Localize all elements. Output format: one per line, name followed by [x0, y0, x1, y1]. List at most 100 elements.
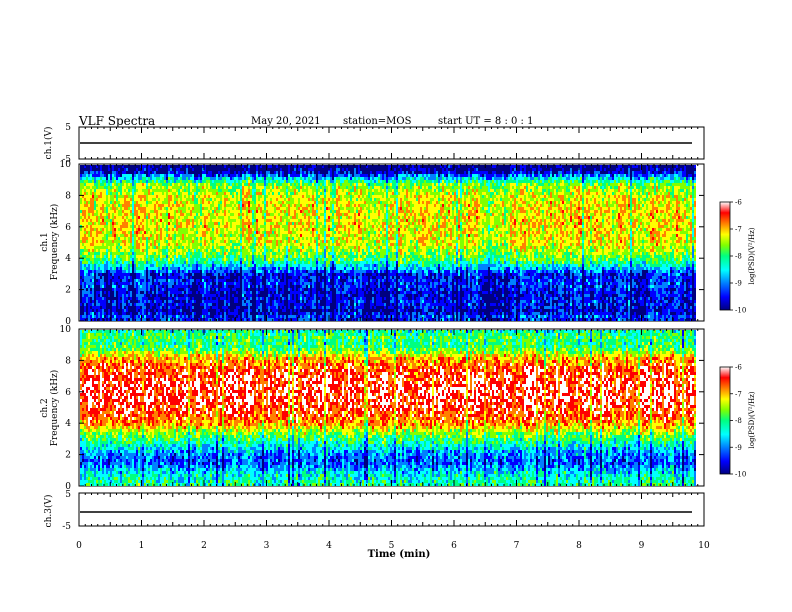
- spectrogram-cell: [86, 267, 88, 270]
- spectrogram-cell: [114, 267, 116, 270]
- spectrogram-cell: [90, 303, 92, 306]
- spectrogram-cell: [94, 258, 96, 261]
- spectrogram-cell: [90, 315, 92, 318]
- spectrogram-cell: [82, 267, 84, 270]
- spectrogram-cell: [98, 222, 100, 225]
- spectrogram-cell: [96, 198, 98, 201]
- spectrogram-cell: [82, 297, 84, 300]
- spectrogram-cell: [110, 312, 112, 315]
- spectrogram-cell: [106, 246, 108, 249]
- spectrogram-cell: [98, 204, 100, 207]
- spectrogram-cell: [88, 222, 90, 225]
- spectrogram-cell: [80, 174, 82, 177]
- spectrogram-cell: [108, 297, 110, 300]
- spectrogram-cell: [112, 201, 114, 204]
- spectrogram-cell: [106, 210, 108, 213]
- spectrogram-cell: [110, 192, 112, 195]
- spectrogram-cell: [90, 258, 92, 261]
- spectrogram-cell: [106, 276, 108, 279]
- spectrogram-cell: [118, 195, 120, 198]
- spectrogram-cell: [88, 267, 90, 270]
- spectrogram-cell: [84, 267, 86, 270]
- spectrogram-cell: [80, 261, 82, 264]
- spectrogram-cell: [94, 189, 96, 192]
- spectrogram-cell: [90, 204, 92, 207]
- spectrogram-cell: [106, 204, 108, 207]
- spectrogram-cell: [102, 261, 104, 264]
- spectrogram-cell: [116, 279, 118, 282]
- spectrogram-cell: [96, 192, 98, 195]
- spectrogram-cell: [84, 264, 86, 267]
- spectrogram-cell: [92, 279, 94, 282]
- spectrogram-cell: [98, 291, 100, 294]
- spectrogram-cell: [88, 201, 90, 204]
- spectrogram-cell: [80, 198, 82, 201]
- spectrogram-cell: [112, 312, 114, 315]
- spectrogram-cell: [116, 204, 118, 207]
- spectrogram-cell: [108, 261, 110, 264]
- spectrogram-cell: [84, 240, 86, 243]
- spectrogram-cell: [96, 276, 98, 279]
- spectrogram-cell: [110, 270, 112, 273]
- spectrogram-cell: [110, 198, 112, 201]
- spectrogram-cell: [98, 165, 100, 168]
- spectrogram-cell: [96, 171, 98, 174]
- spectrogram-cell: [106, 177, 108, 180]
- spectrogram-cell: [80, 210, 82, 213]
- spectrogram-cell: [114, 294, 116, 297]
- spectrogram-cell: [88, 246, 90, 249]
- spectrogram-cell: [86, 228, 88, 231]
- spectrogram-cell: [88, 309, 90, 312]
- spectrogram-cell: [108, 228, 110, 231]
- spectrogram-cell: [116, 261, 118, 264]
- spectrogram-cell: [82, 198, 84, 201]
- spectrogram-cell: [116, 195, 118, 198]
- spectrogram-cell: [96, 207, 98, 210]
- spectrogram-cell: [90, 180, 92, 183]
- spectrogram-cell: [114, 186, 116, 189]
- spectrogram-cell: [118, 174, 120, 177]
- spectrogram-cell: [102, 219, 104, 222]
- spectrogram-cell: [86, 192, 88, 195]
- spectrogram-cell: [100, 177, 102, 180]
- spectrogram-cell: [110, 177, 112, 180]
- spectrogram-cell: [118, 210, 120, 213]
- spectrogram-cell: [96, 252, 98, 255]
- spectrogram-cell: [102, 288, 104, 291]
- spectrogram-cell: [110, 201, 112, 204]
- spectrogram-cell: [86, 231, 88, 234]
- spectrogram-cell: [80, 219, 82, 222]
- spectrogram-cell: [94, 288, 96, 291]
- spectrogram-cell: [86, 294, 88, 297]
- spectrogram-cell: [92, 198, 94, 201]
- spectrogram-cell: [86, 312, 88, 315]
- spectrogram-cell: [118, 273, 120, 276]
- spectrogram-cell: [102, 198, 104, 201]
- spectrogram-cell: [88, 288, 90, 291]
- spectrogram-cell: [100, 165, 102, 168]
- spectrogram-cell: [118, 198, 120, 201]
- spectrogram-cell: [88, 183, 90, 186]
- spectrogram-cell: [84, 183, 86, 186]
- spectrogram-cell: [94, 165, 96, 168]
- spectrogram-cell: [118, 300, 120, 303]
- spectrogram-cell: [118, 234, 120, 237]
- spectrogram-cell: [114, 231, 116, 234]
- spectrogram-cell: [114, 279, 116, 282]
- spectrogram-cell: [88, 213, 90, 216]
- spectrogram-cell: [112, 309, 114, 312]
- spectrogram-cell: [112, 246, 114, 249]
- spectrogram-cell: [90, 270, 92, 273]
- spectrogram-cell: [96, 231, 98, 234]
- spectrogram-cell: [96, 291, 98, 294]
- vlf-figure: ch.1(V) 5 -5 ch.1 Frequency (kHz) ch.2 F…: [0, 0, 792, 612]
- spectrogram-cell: [110, 171, 112, 174]
- spectrogram-cell: [122, 189, 124, 192]
- spectrogram-cell: [84, 195, 86, 198]
- spectrogram-cell: [96, 273, 98, 276]
- spectrogram-cell: [82, 201, 84, 204]
- spectrogram-cell: [118, 192, 120, 195]
- spectrogram-cell: [106, 198, 108, 201]
- spectrogram-cell: [116, 213, 118, 216]
- spectrogram-cell: [122, 243, 124, 246]
